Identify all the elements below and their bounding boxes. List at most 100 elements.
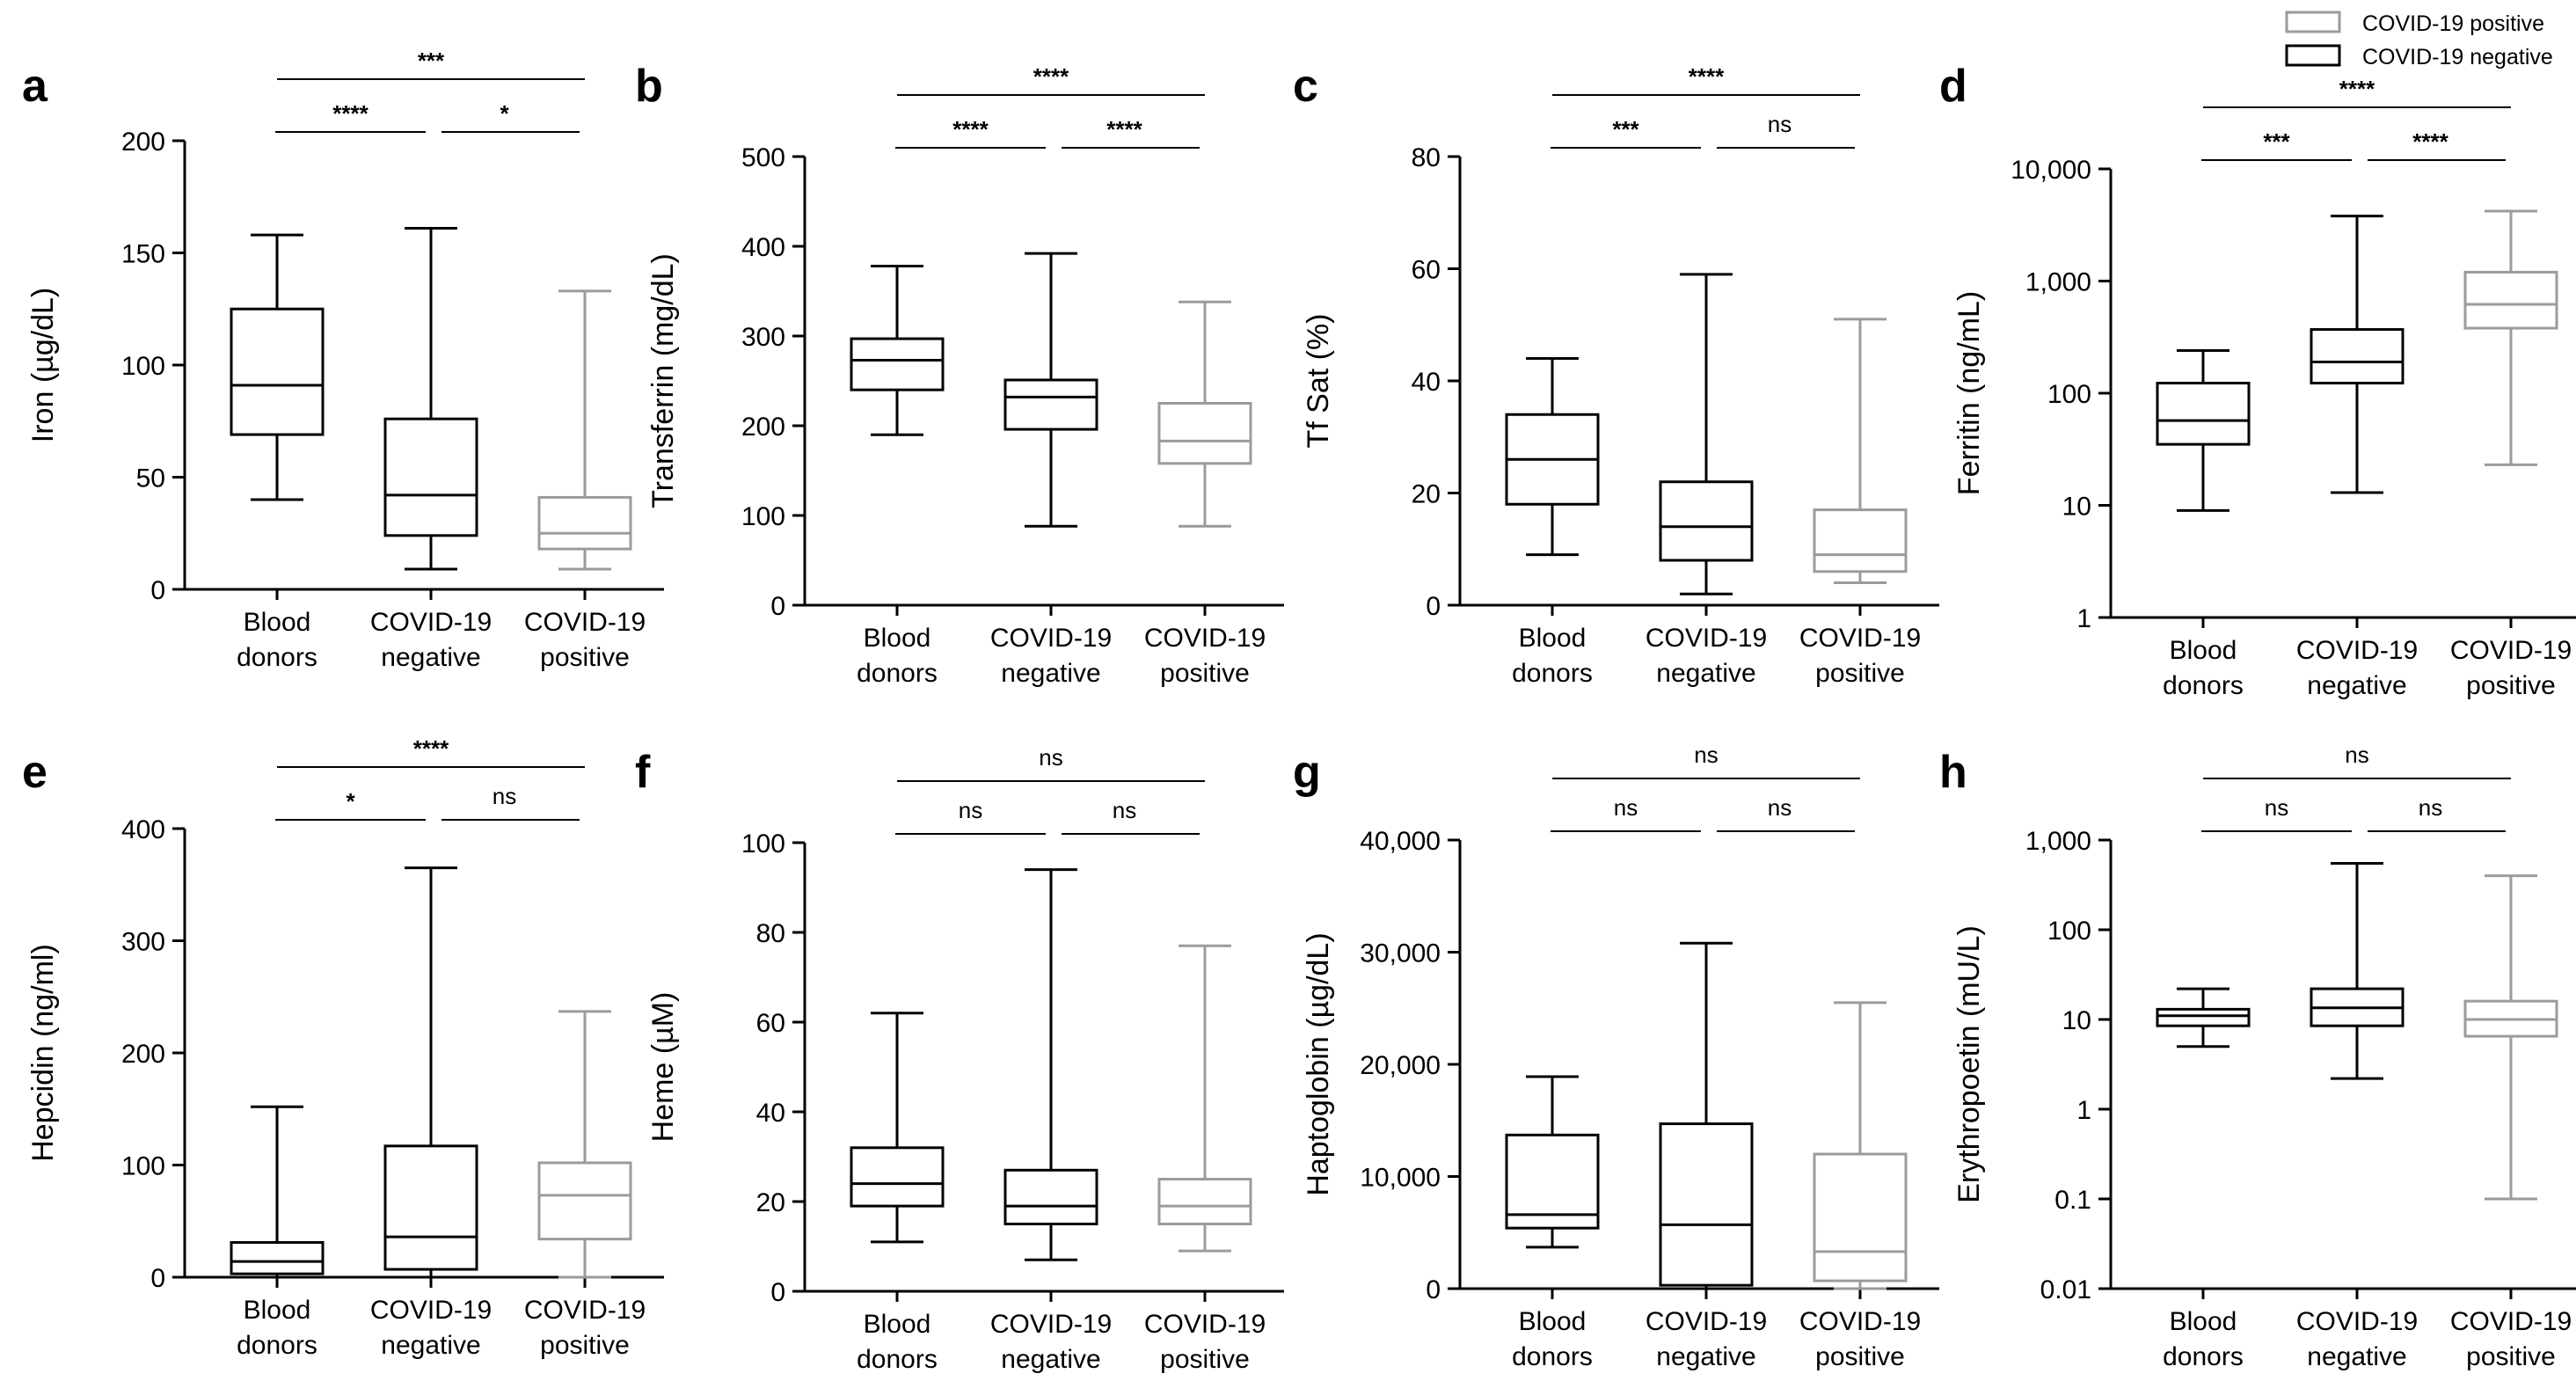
significance-label: ****: [1689, 63, 1725, 90]
iqr-box: [230, 1240, 325, 1275]
panel-letter-g: g: [1293, 747, 1321, 798]
panel-letter-f: f: [635, 747, 651, 798]
legend-swatch-positive: [2285, 11, 2341, 33]
x-tick-label: Blood: [864, 624, 931, 653]
x-tick-label: COVID-19: [1799, 624, 1921, 653]
significance-label: ****: [413, 735, 449, 762]
x-tick-label: donors: [237, 1331, 317, 1360]
significance-label: ***: [1612, 116, 1639, 142]
box-covid-19-negative: [1003, 868, 1098, 1261]
y-tick-label: 200: [121, 128, 165, 157]
x-tick-label: Blood: [1519, 624, 1587, 653]
y-tick-label: 300: [741, 323, 785, 352]
y-tick-label: 10: [2062, 493, 2091, 522]
x-tick-label: COVID-19: [1144, 1310, 1266, 1339]
y-tick-label: 0.1: [2054, 1186, 2091, 1215]
significance-bracket: ***: [2201, 128, 2352, 161]
significance-bracket: ns: [2368, 794, 2506, 832]
x-tick-label: COVID-19: [2296, 1307, 2418, 1336]
y-tick-label: 100: [121, 1152, 165, 1181]
significance-label: ****: [1033, 63, 1069, 90]
box-covid-19-negative: [1003, 252, 1098, 528]
iqr-box: [1003, 378, 1098, 431]
y-tick-label: 1: [2076, 604, 2091, 633]
iqr-box: [850, 1146, 945, 1208]
significance-bracket: ****: [277, 735, 585, 768]
significance-label: ns: [1768, 111, 1792, 137]
x-tick-label: COVID-19: [2450, 636, 2572, 665]
x-tick-label: negative: [381, 1331, 480, 1360]
significance-bracket: ns: [2201, 794, 2352, 832]
x-tick-label: donors: [1512, 659, 1593, 688]
legend-label-negative: COVID-19 negative: [2362, 45, 2553, 69]
box-blood-donors: [850, 1012, 945, 1244]
x-tick-label: Blood: [244, 608, 311, 637]
x-tick-label: Blood: [2170, 1307, 2237, 1336]
significance-label: ns: [493, 783, 516, 809]
box-covid-19-negative: [1659, 273, 1754, 596]
y-tick-label: 100: [121, 352, 165, 381]
iqr-box: [537, 495, 632, 551]
x-tick-label: COVID-19: [2296, 636, 2418, 665]
y-tick-label: 500: [741, 143, 785, 172]
y-tick-label: 0: [770, 1278, 785, 1307]
x-tick-label: donors: [857, 659, 938, 688]
box-covid-19-positive: [1813, 318, 1908, 584]
y-tick-label: 10,000: [1360, 1164, 1441, 1193]
iqr-box: [1003, 1168, 1098, 1226]
x-tick-label: positive: [1160, 659, 1250, 688]
panel-letter-e: e: [22, 747, 47, 798]
box-covid-19-positive: [1157, 944, 1252, 1253]
y-axis-label: Tf Sat (%): [1302, 313, 1335, 448]
y-tick-label: 1,000: [2025, 827, 2091, 856]
x-tick-label: donors: [237, 643, 317, 672]
legend-label-positive: COVID-19 positive: [2362, 11, 2544, 36]
x-tick-label: Blood: [244, 1296, 311, 1325]
iqr-box: [1157, 1178, 1252, 1225]
panel-letter-d: d: [1939, 61, 1967, 112]
significance-bracket: *: [441, 100, 580, 133]
x-tick-label: Blood: [864, 1310, 931, 1339]
x-tick-label: negative: [2307, 671, 2406, 700]
box-blood-donors: [230, 233, 325, 501]
significance-bracket: ns: [1552, 742, 1860, 779]
y-tick-label: 0: [150, 1264, 165, 1293]
significance-label: ****: [2412, 128, 2448, 155]
iqr-box: [383, 1144, 478, 1271]
y-tick-label: 80: [1412, 143, 1441, 172]
x-tick-label: COVID-19: [2450, 1307, 2572, 1336]
y-tick-label: 400: [741, 233, 785, 262]
x-tick-label: donors: [2163, 1342, 2244, 1371]
significance-bracket: ****: [2203, 76, 2511, 108]
x-tick-label: negative: [1656, 659, 1755, 688]
y-tick-label: 20: [756, 1188, 785, 1217]
iqr-box: [1813, 1152, 1908, 1282]
x-tick-label: COVID-19: [370, 1296, 492, 1325]
legend-swatch-negative: [2285, 44, 2341, 67]
y-axis-label: Haptoglobin (µg/dL): [1302, 932, 1335, 1195]
y-tick-label: 30,000: [1360, 939, 1441, 968]
significance-bracket: ns: [2203, 742, 2511, 779]
box-covid-19-positive: [1813, 1001, 1908, 1290]
significance-bracket: ****: [1552, 63, 1860, 96]
y-tick-label: 200: [121, 1040, 165, 1069]
box-covid-19-positive: [2463, 209, 2558, 466]
box-covid-19-positive: [537, 289, 632, 571]
x-tick-label: Blood: [2170, 636, 2237, 665]
iqr-box: [2310, 328, 2405, 385]
y-tick-label: 80: [756, 919, 785, 948]
y-tick-label: 150: [121, 240, 165, 269]
panel-f: f 0 20 40 60 80 100 Heme (µM) Blood donors COVID-1…: [635, 744, 1284, 1374]
significance-label: ns: [1694, 742, 1718, 768]
significance-label: ns: [2265, 794, 2288, 821]
x-tick-label: positive: [1160, 1345, 1250, 1374]
significance-bracket: ****: [2368, 128, 2506, 161]
x-tick-label: negative: [1001, 1345, 1100, 1374]
significance-bracket: ns: [897, 744, 1205, 782]
x-tick-label: COVID-19: [990, 1310, 1112, 1339]
y-tick-label: 40: [1412, 368, 1441, 397]
y-axis-label: Erythropoetin (mU/L): [1952, 925, 1986, 1203]
iqr-box: [1813, 508, 1908, 574]
y-axis-label: Hepcidin (ng/ml): [26, 944, 60, 1162]
panel-a: a 0 50 100 150 200 Iron (µg/dL) Blood donors COVI…: [22, 47, 664, 672]
